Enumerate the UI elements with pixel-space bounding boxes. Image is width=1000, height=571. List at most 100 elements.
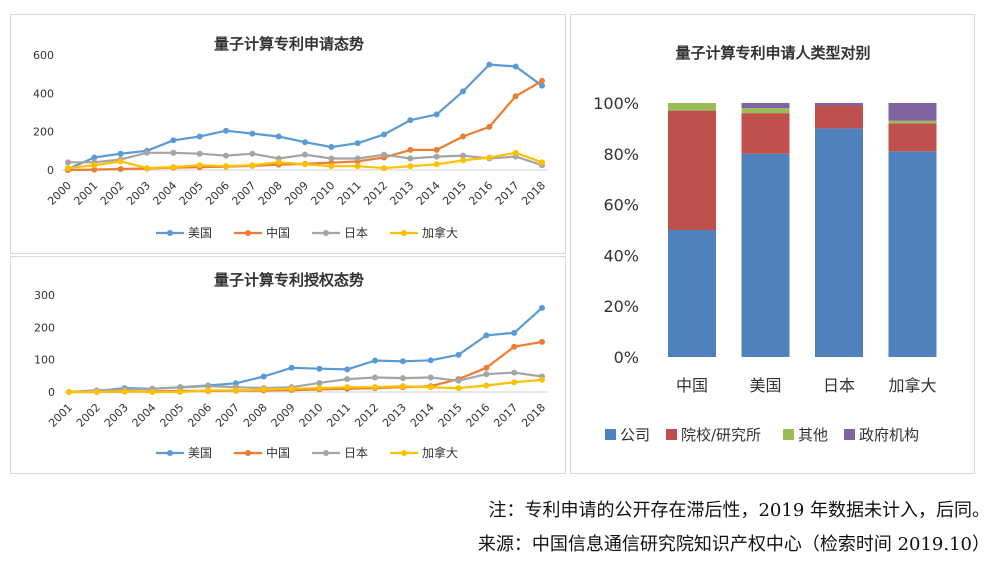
data-point: [460, 133, 466, 140]
data-point: [144, 165, 150, 172]
bar-segment: [888, 120, 937, 124]
data-point: [223, 152, 229, 159]
data-point: [316, 365, 323, 372]
data-point: [328, 144, 335, 150]
data-point: [249, 162, 256, 169]
data-point: [223, 163, 229, 170]
bar-segment: [888, 123, 937, 152]
data-point: [302, 139, 308, 146]
x-tick-label: 2007: [229, 179, 258, 208]
data-point: [205, 387, 212, 394]
application-trend-panel: 量子计算专利申请态势 0 200 400 600 2000 2001 2002 2003 2004…: [10, 14, 566, 254]
data-point: [512, 93, 519, 100]
x-tick-label: 2008: [241, 401, 270, 430]
y-tick-label: 200: [34, 321, 55, 334]
x-tick-label: 2003: [124, 179, 153, 208]
data-point: [483, 382, 490, 389]
x-tick-label: 2000: [45, 179, 74, 208]
data-point: [288, 385, 295, 392]
data-point: [427, 384, 434, 391]
data-point: [381, 131, 387, 138]
data-point: [93, 389, 100, 395]
x-tick-label: 2012: [361, 179, 390, 208]
data-point: [117, 150, 124, 157]
data-point: [316, 385, 323, 392]
data-point: [144, 149, 150, 156]
data-point: [65, 159, 71, 166]
grant-trend-chart: 量子计算专利授权态势 0 100 200 300 20012002200320042005…: [34, 271, 548, 460]
data-point: [460, 157, 466, 164]
x-tick-label: 2015: [436, 401, 465, 430]
data-point: [407, 155, 414, 162]
data-point: [407, 146, 414, 153]
data-point: [433, 146, 440, 153]
y-tick-label: 100: [34, 354, 55, 367]
y-tick-label: 40%: [603, 246, 639, 265]
x-tick-label: 2010: [308, 179, 337, 208]
data-point: [302, 151, 308, 158]
data-point: [539, 159, 545, 166]
chart-title: 量子计算专利授权态势: [214, 271, 364, 289]
x-tick-label: 2008: [256, 179, 285, 208]
legend-marker: [245, 450, 251, 456]
data-point: [433, 111, 440, 118]
data-point: [399, 383, 406, 390]
x-tick-label: 2017: [493, 179, 522, 208]
data-point: [260, 386, 267, 393]
data-point: [399, 358, 406, 365]
data-point: [149, 389, 156, 395]
y-tick-label: 100%: [593, 94, 639, 113]
legend-swatch: [666, 429, 677, 440]
y-tick-label: 400: [33, 87, 54, 100]
data-point: [170, 137, 177, 144]
x-tick-label: 加拿大: [888, 376, 936, 395]
x-tick-label: 2001: [46, 401, 75, 430]
data-point: [249, 150, 256, 157]
x-tick-label: 2015: [440, 179, 469, 208]
data-point: [288, 364, 295, 371]
data-point: [275, 159, 282, 166]
data-point: [196, 150, 203, 157]
y-tick-label: 200: [33, 126, 54, 139]
bar-segment: [668, 110, 716, 230]
data-point: [433, 161, 440, 168]
legend-label: 院校/研究所: [681, 426, 761, 444]
data-point: [539, 77, 545, 84]
data-point: [381, 165, 387, 172]
data-point: [539, 376, 545, 383]
data-point: [486, 61, 493, 68]
legend-label: 日本: [344, 446, 368, 460]
data-point: [177, 384, 184, 391]
data-point: [433, 153, 440, 160]
data-point: [66, 389, 72, 395]
x-tick-label: 2014: [408, 401, 437, 430]
x-tick-label: 2003: [102, 401, 131, 430]
data-point: [328, 155, 335, 162]
data-point: [232, 387, 239, 394]
chart-title: 量子计算专利申请人类型对别: [675, 44, 870, 62]
x-tick-label: 2005: [157, 401, 186, 430]
y-tick-label: 600: [33, 49, 54, 62]
data-point: [511, 369, 518, 376]
data-point: [486, 154, 493, 161]
data-point: [205, 383, 212, 390]
application-trend-chart: 量子计算专利申请态势 0 200 400 600 20002001200220032004…: [33, 35, 548, 240]
data-point: [354, 163, 361, 170]
data-point: [512, 149, 519, 156]
x-tick-label: 2006: [203, 179, 232, 208]
x-tick-label: 美国: [749, 376, 781, 395]
data-point: [539, 338, 545, 345]
data-point: [407, 117, 414, 124]
y-tick-label: 300: [34, 289, 55, 302]
legend-label: 政府机构: [859, 426, 919, 444]
y-tick-label: 0: [47, 164, 54, 177]
bar-segment: [741, 108, 790, 114]
x-tick-label: 2001: [71, 179, 100, 208]
data-point: [170, 164, 177, 171]
data-point: [91, 154, 98, 161]
x-tick-label: 2013: [380, 401, 409, 430]
x-tick-label: 2004: [150, 179, 179, 208]
y-tick-label: 60%: [603, 196, 639, 215]
series-line: [69, 378, 543, 394]
legend-label: 加拿大: [422, 225, 458, 240]
